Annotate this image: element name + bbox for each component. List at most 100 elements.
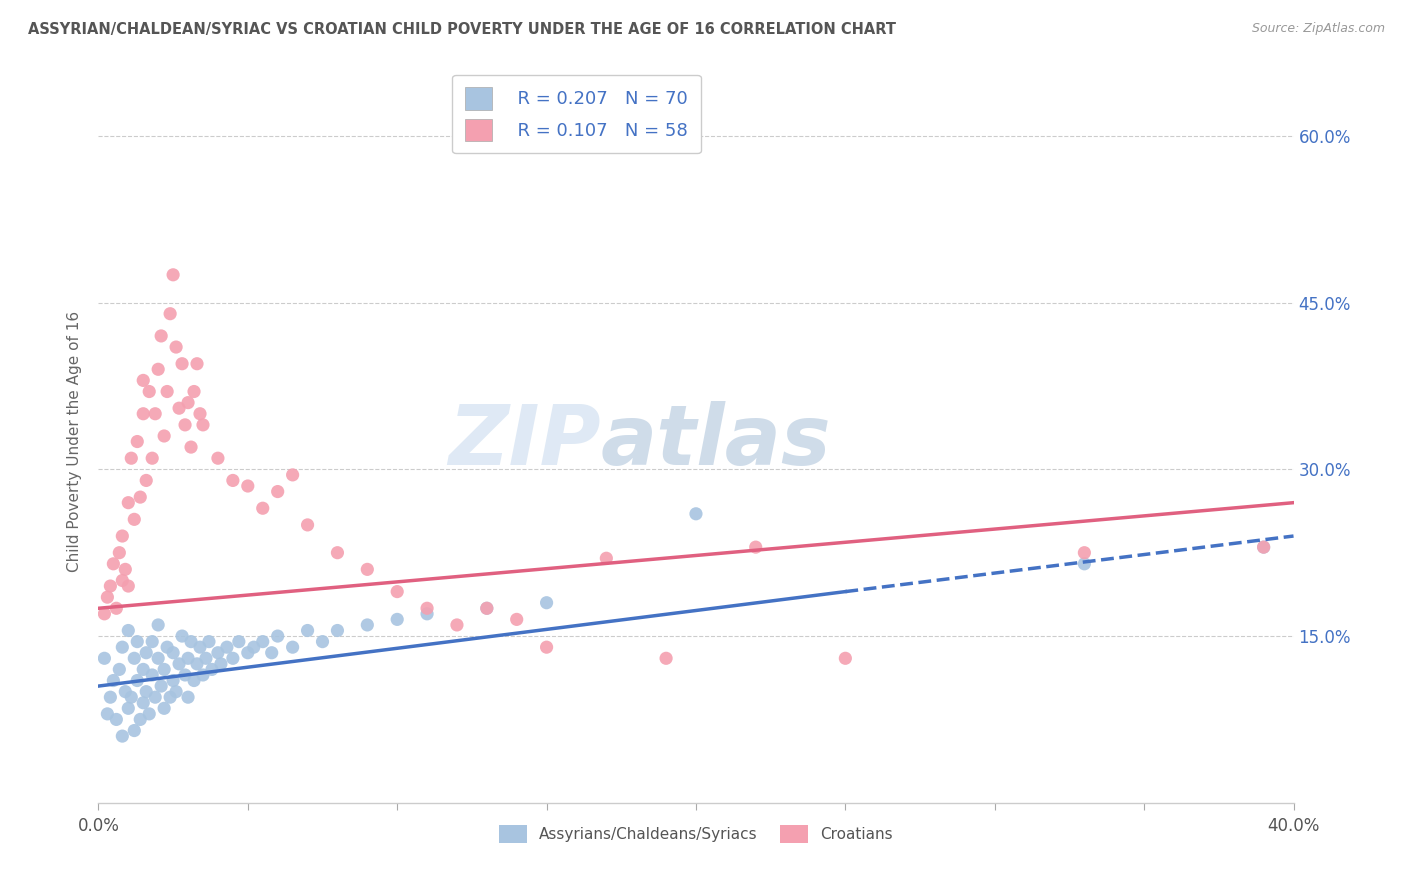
Point	[96, 590, 118, 604]
Point	[207, 646, 229, 660]
Point	[260, 646, 283, 660]
Point	[117, 579, 139, 593]
Point	[148, 651, 170, 665]
Point	[153, 662, 176, 676]
Point	[103, 673, 125, 688]
Point	[135, 684, 157, 698]
Point	[281, 640, 304, 655]
Point	[148, 362, 170, 376]
Point	[141, 634, 163, 648]
Point	[191, 417, 214, 432]
Point	[153, 429, 176, 443]
Point	[127, 673, 149, 688]
Point	[188, 640, 211, 655]
Point	[252, 634, 274, 648]
Point	[180, 634, 202, 648]
Point	[153, 701, 176, 715]
Point	[162, 673, 184, 688]
Point	[117, 496, 139, 510]
Point	[385, 584, 409, 599]
Point	[195, 651, 218, 665]
Point	[111, 729, 134, 743]
Point	[215, 640, 238, 655]
Point	[198, 634, 221, 648]
Point	[141, 451, 163, 466]
Point	[416, 601, 439, 615]
Point	[475, 601, 498, 615]
Point	[150, 679, 173, 693]
Point	[281, 467, 304, 482]
Point	[108, 546, 131, 560]
Point	[124, 651, 146, 665]
Point	[159, 307, 181, 321]
Point	[135, 474, 157, 488]
Point	[98, 690, 122, 705]
Point	[267, 629, 290, 643]
Point	[174, 417, 197, 432]
Point	[326, 624, 349, 638]
Point	[172, 357, 194, 371]
Point	[177, 395, 200, 409]
Point	[124, 723, 146, 738]
Point	[135, 646, 157, 660]
Point	[475, 601, 498, 615]
Point	[148, 618, 170, 632]
Legend: Assyrians/Chaldeans/Syriacs, Croatians: Assyrians/Chaldeans/Syriacs, Croatians	[494, 819, 898, 849]
Point	[1073, 557, 1095, 571]
Point	[111, 574, 134, 588]
Point	[267, 484, 290, 499]
Point	[105, 601, 128, 615]
Point	[536, 596, 558, 610]
Point	[132, 407, 155, 421]
Point	[236, 479, 259, 493]
Point	[143, 407, 166, 421]
Point	[120, 690, 142, 705]
Point	[177, 651, 200, 665]
Point	[252, 501, 274, 516]
Point	[114, 562, 136, 576]
Point	[655, 651, 678, 665]
Point	[297, 517, 319, 532]
Point	[177, 690, 200, 705]
Point	[165, 684, 187, 698]
Point	[165, 340, 187, 354]
Point	[311, 634, 333, 648]
Point	[129, 490, 152, 504]
Point	[188, 407, 211, 421]
Text: ASSYRIAN/CHALDEAN/SYRIAC VS CROATIAN CHILD POVERTY UNDER THE AGE OF 16 CORRELATI: ASSYRIAN/CHALDEAN/SYRIAC VS CROATIAN CHI…	[28, 22, 896, 37]
Text: atlas: atlas	[600, 401, 831, 482]
Point	[111, 640, 134, 655]
Point	[745, 540, 768, 554]
Point	[167, 657, 190, 671]
Point	[183, 673, 205, 688]
Point	[356, 562, 378, 576]
Point	[132, 696, 155, 710]
Point	[162, 646, 184, 660]
Point	[156, 384, 179, 399]
Point	[685, 507, 707, 521]
Point	[156, 640, 179, 655]
Point	[1253, 540, 1275, 554]
Point	[506, 612, 529, 626]
Point	[143, 690, 166, 705]
Point	[236, 646, 259, 660]
Point	[834, 651, 856, 665]
Point	[595, 551, 617, 566]
Point	[93, 651, 115, 665]
Point	[111, 529, 134, 543]
Point	[222, 474, 245, 488]
Point	[1073, 546, 1095, 560]
Point	[162, 268, 184, 282]
Point	[356, 618, 378, 632]
Point	[297, 624, 319, 638]
Point	[114, 684, 136, 698]
Text: ZIP: ZIP	[447, 401, 600, 482]
Point	[150, 329, 173, 343]
Point	[183, 384, 205, 399]
Point	[416, 607, 439, 621]
Point	[98, 579, 122, 593]
Point	[127, 634, 149, 648]
Point	[105, 713, 128, 727]
Point	[186, 357, 208, 371]
Point	[159, 690, 181, 705]
